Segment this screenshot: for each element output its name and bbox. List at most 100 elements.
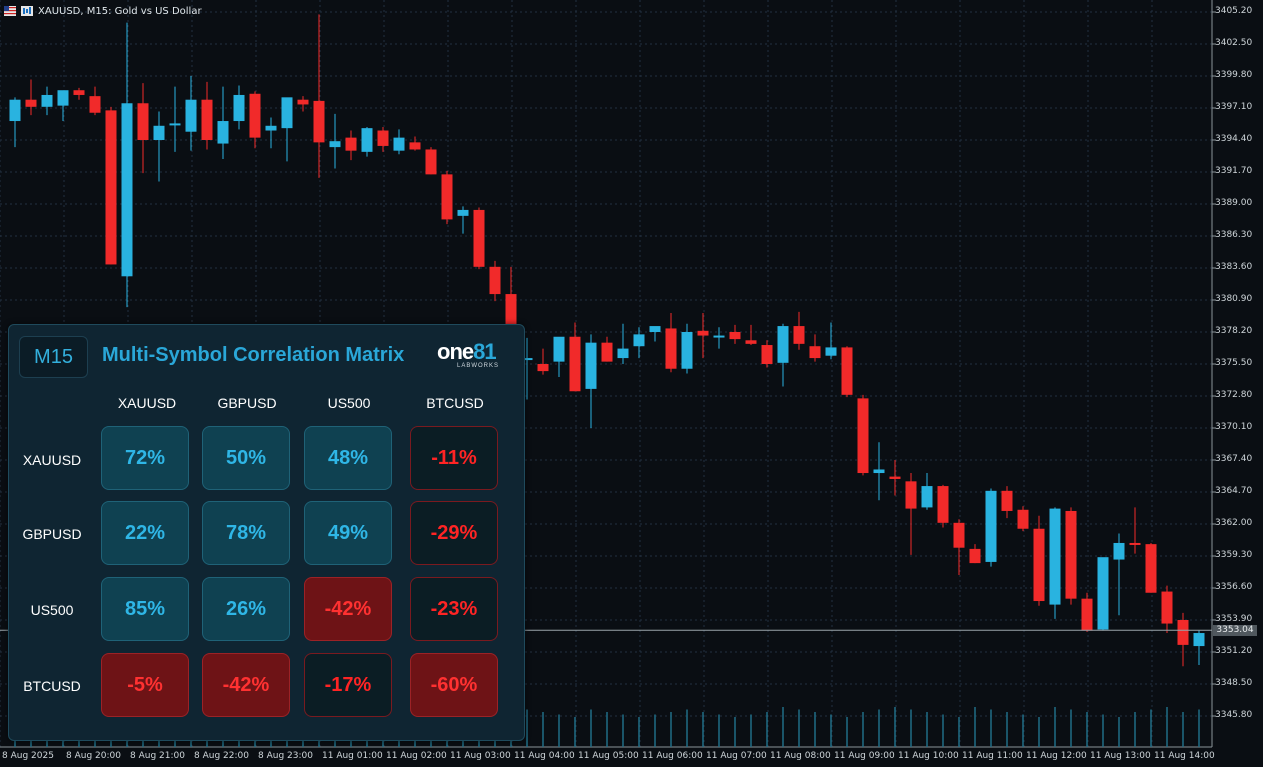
price-tick-label: 3378.20 xyxy=(1215,326,1253,336)
candle-body-bull xyxy=(233,94,245,122)
correlation-cell-us500-gbpusd: 26% xyxy=(202,577,290,641)
candle-body-bear xyxy=(841,347,853,395)
correlation-cell-xauusd-gbpusd: 50% xyxy=(202,426,290,490)
price-tick-label: 3391.70 xyxy=(1215,166,1253,176)
price-tick-label: 3351.20 xyxy=(1215,646,1253,656)
candle-body-bear xyxy=(537,364,549,372)
one81-logo: one81 LABWORKS xyxy=(437,339,500,369)
price-tick-label: 3367.40 xyxy=(1215,454,1253,464)
current-price-label: 3353.04 xyxy=(1213,625,1257,637)
candle-body-bear xyxy=(201,99,213,140)
correlation-cell-btcusd-gbpusd: -42% xyxy=(202,653,290,717)
price-tick-label: 3389.00 xyxy=(1215,198,1253,208)
candle-body-bear xyxy=(969,548,981,564)
time-tick-label: 11 Aug 11:00 xyxy=(962,751,1023,761)
chart-title-bar: XAUUSD, M15: Gold vs US Dollar xyxy=(4,3,202,19)
price-tick-label: 3353.90 xyxy=(1215,614,1253,624)
candle-body-bear xyxy=(473,209,485,267)
flag-icon xyxy=(4,6,16,16)
candle-body-bull xyxy=(713,335,725,338)
correlation-cell-gbpusd-btcusd: -29% xyxy=(410,501,498,565)
candle-body-bull xyxy=(169,123,181,126)
candle-body-bear xyxy=(73,90,85,95)
chart-type-icon[interactable] xyxy=(21,6,33,16)
time-tick-label: 11 Aug 08:00 xyxy=(770,751,831,761)
candle-body-bear xyxy=(761,345,773,364)
candle-body-bear xyxy=(297,99,309,105)
correlation-cell-btcusd-btcusd: -60% xyxy=(410,653,498,717)
time-tick-label: 11 Aug 06:00 xyxy=(642,751,703,761)
candle-body-bear xyxy=(313,100,325,143)
candle-body-bear xyxy=(857,398,869,474)
row-header-xauusd: XAUUSD xyxy=(22,452,82,468)
correlation-cell-xauusd-us500: 48% xyxy=(304,426,392,490)
price-tick-label: 3383.60 xyxy=(1215,262,1253,272)
price-tick-label: 3359.30 xyxy=(1215,550,1253,560)
price-tick-label: 3372.80 xyxy=(1215,390,1253,400)
candle-body-bear xyxy=(809,346,821,359)
time-tick-label: 11 Aug 13:00 xyxy=(1090,751,1151,761)
row-header-gbpusd: GBPUSD xyxy=(22,526,82,542)
candle-body-bear xyxy=(345,137,357,151)
candle-body-bull xyxy=(825,347,837,356)
candle-body-bear xyxy=(441,174,453,220)
candle-body-bear xyxy=(729,332,741,340)
time-tick-label: 11 Aug 04:00 xyxy=(514,751,575,761)
price-tick-label: 3402.50 xyxy=(1215,38,1253,48)
candle-body-bull xyxy=(41,94,53,107)
price-tick-label: 3348.50 xyxy=(1215,678,1253,688)
price-tick-label: 3370.10 xyxy=(1215,422,1253,432)
correlation-cell-gbpusd-us500: 49% xyxy=(304,501,392,565)
candle-body-bull xyxy=(1049,508,1061,605)
correlation-cell-us500-us500: -42% xyxy=(304,577,392,641)
candle-body-bull xyxy=(633,334,645,347)
candle-body-bull xyxy=(873,469,885,474)
price-tick-label: 3380.90 xyxy=(1215,294,1253,304)
time-tick-label: 8 Aug 23:00 xyxy=(258,751,313,761)
column-header-gbpusd: GBPUSD xyxy=(217,395,277,411)
candle-body-bear xyxy=(1017,509,1029,529)
correlation-cell-gbpusd-xauusd: 22% xyxy=(101,501,189,565)
candle-body-bear xyxy=(1177,620,1189,645)
candle-body-bear xyxy=(1145,544,1157,593)
candle-body-bull xyxy=(1193,633,1205,647)
panel-title: Multi-Symbol Correlation Matrix xyxy=(102,344,405,366)
candle-body-bull xyxy=(585,342,597,389)
price-tick-label: 3394.40 xyxy=(1215,134,1253,144)
candle-body-bear xyxy=(953,522,965,548)
candle-body-bull xyxy=(281,97,293,129)
price-tick-label: 3362.00 xyxy=(1215,518,1253,528)
time-tick-label: 11 Aug 07:00 xyxy=(706,751,767,761)
time-tick-label: 11 Aug 12:00 xyxy=(1026,751,1087,761)
candle-body-bear xyxy=(1001,490,1013,511)
candle-body-bear xyxy=(105,110,117,265)
column-header-xauusd: XAUUSD xyxy=(117,395,177,411)
candle-body-bull xyxy=(1097,557,1109,630)
timeframe-badge[interactable]: M15 xyxy=(19,336,88,378)
window-title: XAUUSD, M15: Gold vs US Dollar xyxy=(38,5,202,17)
candle-body-bear xyxy=(793,326,805,344)
time-tick-label: 11 Aug 14:00 xyxy=(1154,751,1215,761)
candle-body-bull xyxy=(121,103,133,277)
correlation-cell-btcusd-us500: -17% xyxy=(304,653,392,717)
time-tick-label: 8 Aug 20:00 xyxy=(66,751,121,761)
correlation-cell-btcusd-xauusd: -5% xyxy=(101,653,189,717)
candle-body-bull xyxy=(329,141,341,148)
candle-body-bull xyxy=(921,486,933,508)
candle-body-bear xyxy=(1081,598,1093,631)
time-tick-label: 11 Aug 01:00 xyxy=(322,751,383,761)
correlation-matrix-panel[interactable]: M15 Multi-Symbol Correlation Matrix one8… xyxy=(8,324,525,741)
time-tick-label: 11 Aug 03:00 xyxy=(450,751,511,761)
column-header-us500: US500 xyxy=(327,395,371,411)
column-header-btcusd: BTCUSD xyxy=(426,395,484,411)
candle-body-bull xyxy=(521,358,533,361)
time-tick-label: 11 Aug 09:00 xyxy=(834,751,895,761)
candle-body-bear xyxy=(569,336,581,392)
candle-body-bull xyxy=(777,326,789,363)
price-tick-label: 3399.80 xyxy=(1215,70,1253,80)
time-tick-label: 11 Aug 10:00 xyxy=(898,751,959,761)
candle-body-bear xyxy=(665,328,677,369)
candle-body-bull xyxy=(649,326,661,332)
time-tick-label: 8 Aug 21:00 xyxy=(130,751,185,761)
candle-body-bull xyxy=(185,99,197,132)
